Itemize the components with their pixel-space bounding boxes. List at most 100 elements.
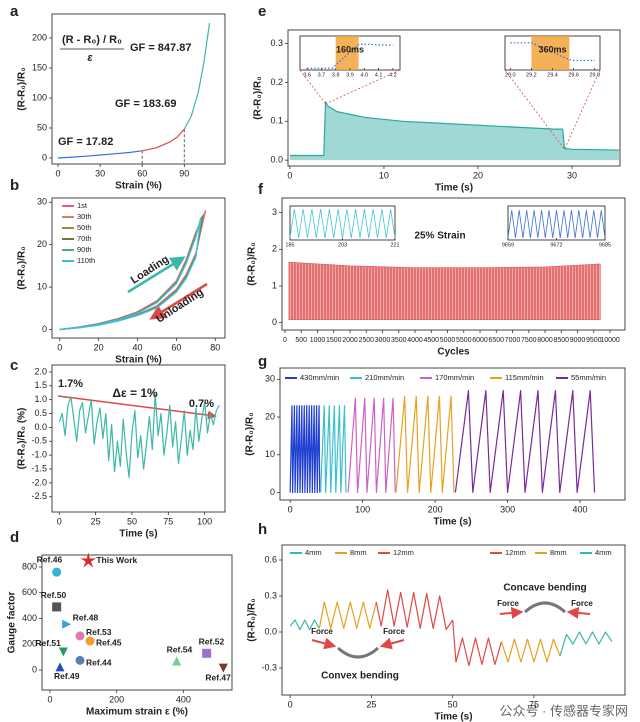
y-tick-label: 20	[265, 411, 275, 421]
x-axis-title: Strain (%)	[115, 181, 162, 192]
inset-tick-label: 29.2	[526, 72, 537, 78]
data-line	[375, 589, 454, 631]
y-axis-title: (R-R₀)/R₀	[253, 76, 264, 119]
x-tick-label: 30	[567, 170, 577, 180]
y-axis-title: Gauge factor	[7, 592, 18, 654]
inset-tick-label: 9659	[502, 242, 514, 248]
x-tick-label: 25	[366, 699, 376, 709]
y-tick-label: 1.0	[34, 394, 47, 404]
annotation: ε	[87, 52, 93, 64]
x-tick-label: 6500	[488, 337, 504, 344]
data-point	[75, 631, 85, 641]
y-tick-label: 2.0	[34, 366, 47, 376]
panel-label: d	[10, 529, 19, 546]
x-tick-label: 7000	[505, 337, 521, 344]
annotation: (R - R₀) / R₀	[62, 34, 122, 46]
x-tick-label: 0	[283, 337, 287, 344]
data-line	[347, 397, 396, 494]
data-line	[289, 405, 321, 494]
inset-label: 160ms	[336, 44, 364, 54]
x-tick-label: 5000	[440, 337, 456, 344]
annotation: Δε = 1%	[112, 386, 158, 400]
legend-label: 110th	[77, 256, 95, 265]
panel-label: h	[258, 521, 267, 538]
inset-tick-label: 29.0	[505, 72, 516, 78]
data-point	[52, 567, 62, 577]
plot-frame	[279, 367, 626, 501]
x-tick-label: 0	[57, 516, 62, 526]
area-fill	[289, 101, 620, 161]
connector	[299, 69, 326, 105]
drift-arrow	[57, 395, 217, 420]
inset-tick-label: 221	[390, 242, 399, 248]
x-tick-label: 100	[197, 516, 212, 526]
x-tick-label: 1000	[310, 337, 326, 344]
point-label: Ref.46	[37, 554, 63, 564]
point-label: Ref.50	[41, 590, 67, 600]
data-line	[289, 619, 320, 631]
legend-label: 210mm/min	[365, 373, 404, 382]
legend-label: 50th	[77, 223, 92, 232]
legend-label: 55mm/min	[571, 373, 606, 382]
x-tick-label: 4500	[423, 337, 439, 344]
x-tick-label: 3500	[391, 337, 407, 344]
unloading-arrow	[149, 282, 208, 320]
connector	[325, 69, 401, 105]
y-tick-label: 0	[32, 664, 37, 674]
inset-line	[289, 209, 396, 239]
y-axis-title: (R-R₀)/R₀	[17, 67, 28, 110]
x-tick-label: 2000	[342, 337, 358, 344]
x-tick-label: 10	[379, 170, 389, 180]
y-tick-label: 0.3	[270, 38, 283, 48]
y-tick-label: 10	[265, 449, 275, 459]
data-point	[172, 656, 182, 666]
point-label: Ref.54	[167, 644, 193, 654]
force-arrow	[379, 637, 405, 650]
data-point	[202, 648, 212, 658]
inset-tick-label: 29.4	[547, 72, 558, 78]
inset-line	[507, 210, 606, 238]
inset-frame	[507, 205, 606, 241]
force-arrow	[311, 637, 337, 650]
x-tick-label: 2500	[358, 337, 374, 344]
x-tick-label: 9500	[586, 337, 602, 344]
x-tick-label: 8000	[537, 337, 553, 344]
x-tick-label: 8500	[553, 337, 569, 344]
data-line	[500, 638, 561, 663]
y-tick-label: 100	[32, 92, 47, 102]
inset-tick-label: 185	[285, 242, 294, 248]
annotation: 25% Strain	[414, 231, 465, 242]
legend-label: 430mm/min	[300, 373, 339, 382]
plot-frame	[281, 544, 626, 696]
x-tick-label: 0	[56, 168, 61, 178]
data-line	[559, 631, 613, 657]
point-label: Ref.45	[96, 637, 122, 647]
data-point	[75, 655, 85, 665]
point-label: Ref.52	[199, 637, 225, 647]
x-tick-label: 400	[176, 694, 191, 704]
point-label: Ref.48	[73, 613, 99, 623]
data-point	[55, 662, 65, 672]
x-tick-label: 0	[288, 699, 293, 709]
y-tick-label: 0	[42, 152, 47, 162]
inset-highlight	[335, 36, 359, 70]
panel-label: g	[258, 353, 267, 370]
annotation: Force	[571, 599, 593, 608]
x-tick-label: 200	[109, 694, 124, 704]
x-tick-label: 300	[500, 504, 515, 514]
annotation: Force	[383, 627, 405, 636]
y-tick-label: 3	[272, 207, 277, 217]
y-axis-title: (R-R₀)/R₀	[245, 412, 256, 455]
inset-highlight	[531, 36, 570, 70]
annotation: Force	[311, 627, 333, 636]
x-tick-label: 90	[179, 168, 189, 178]
data-line	[319, 405, 347, 494]
legend-label: 115mm/min	[505, 373, 544, 382]
connector	[504, 69, 565, 150]
point-label: This Work	[96, 555, 137, 565]
y-tick-label: 0.0	[270, 155, 283, 165]
data-line	[58, 393, 220, 478]
y-axis-title: (R-R₀)/R₀	[247, 242, 258, 285]
plot-frame	[51, 197, 226, 339]
